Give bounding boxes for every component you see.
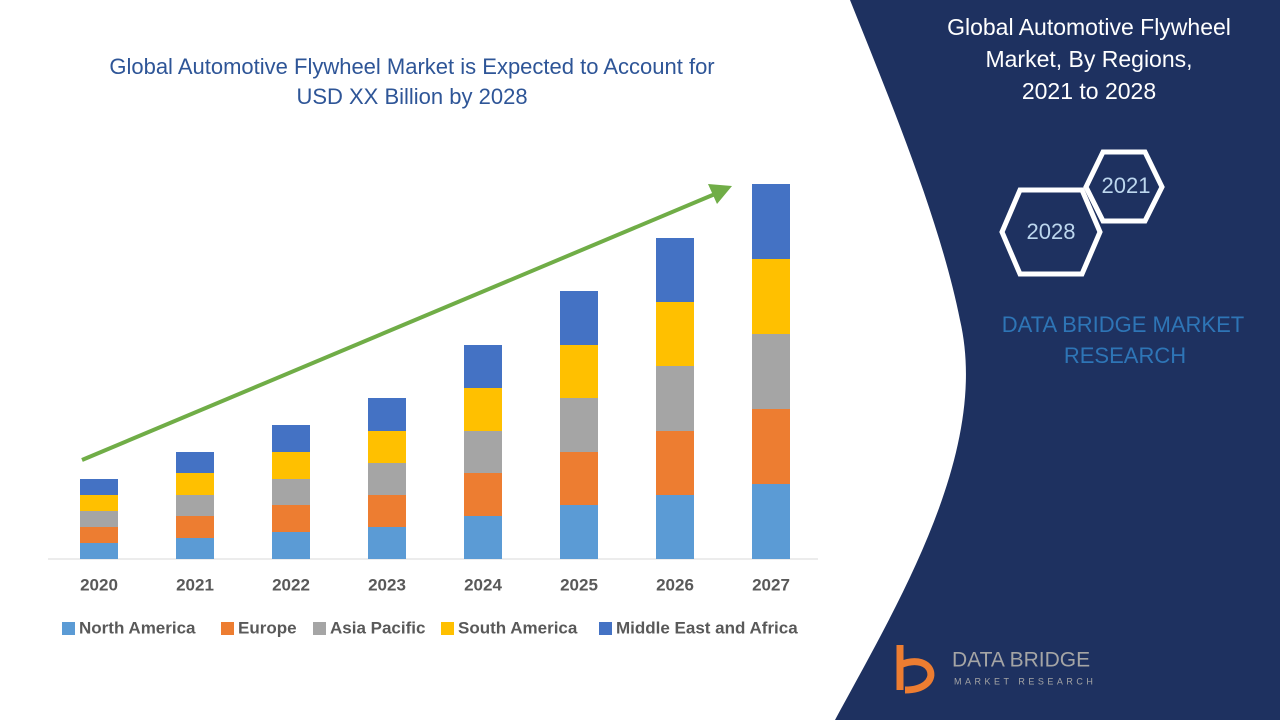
side-panel <box>835 0 1280 720</box>
bar-segment <box>272 425 310 452</box>
brand-text: DATA BRIDGE MARKET <box>1002 312 1244 337</box>
legend-label: North America <box>79 618 196 637</box>
x-tick-label: 2021 <box>176 575 214 594</box>
bar-segment <box>560 505 598 559</box>
legend-swatch <box>62 622 75 635</box>
bar-segment <box>656 431 694 495</box>
chart-title: USD XX Billion by 2028 <box>296 84 527 109</box>
panel-title: Market, By Regions, <box>985 46 1192 72</box>
bar-segment <box>752 484 790 559</box>
panel-title: 2021 to 2028 <box>1022 78 1156 104</box>
bar-segment <box>752 259 790 334</box>
bar-segment <box>368 398 406 431</box>
bar-segment <box>560 452 598 505</box>
logo-name: DATA BRIDGE <box>952 649 1090 672</box>
x-tick-label: 2025 <box>560 575 598 594</box>
bar-segment <box>272 505 310 532</box>
x-tick-label: 2024 <box>464 575 502 594</box>
x-tick-label: 2026 <box>656 575 694 594</box>
chart-title: Global Automotive Flywheel Market is Exp… <box>109 54 714 79</box>
bar-segment <box>752 334 790 409</box>
bar-segment <box>368 463 406 495</box>
logo-tagline: MARKET RESEARCH <box>954 676 1096 686</box>
bar-segment <box>176 538 214 559</box>
legend-swatch <box>599 622 612 635</box>
x-tick-label: 2027 <box>752 575 790 594</box>
bar-segment <box>464 431 502 473</box>
bar-segment <box>368 495 406 527</box>
bar-segment <box>464 388 502 431</box>
bar-segment <box>560 398 598 452</box>
trend-arrow <box>81 192 716 462</box>
brand-text: RESEARCH <box>1064 343 1186 368</box>
legend-swatch <box>441 622 454 635</box>
bar-segment <box>176 495 214 516</box>
x-tick-label: 2023 <box>368 575 406 594</box>
legend-label: Middle East and Africa <box>616 618 798 637</box>
legend-label: Europe <box>238 618 297 637</box>
arrow-head <box>708 184 732 204</box>
x-tick-label: 2022 <box>272 575 310 594</box>
hexagon <box>1083 149 1165 224</box>
bar-segment <box>656 495 694 559</box>
bar-segment <box>272 452 310 479</box>
bar-segment <box>176 516 214 538</box>
bar-segment <box>752 409 790 484</box>
legend-label: Asia Pacific <box>330 618 425 637</box>
bar-segment <box>656 302 694 366</box>
bar-segment <box>368 527 406 559</box>
bar-segment <box>176 473 214 495</box>
bar-segment <box>464 516 502 559</box>
bar-segment <box>464 473 502 516</box>
hexagon-label: 2028 <box>1027 219 1076 244</box>
bar-segment <box>560 291 598 345</box>
legend-swatch <box>221 622 234 635</box>
bar-segment <box>560 345 598 398</box>
bar-segment <box>752 184 790 259</box>
bar-segment <box>368 431 406 463</box>
bar-segment <box>272 479 310 505</box>
hexagon <box>999 187 1103 277</box>
bar-segment <box>656 366 694 431</box>
logo-mark <box>896 645 935 694</box>
bar-segment <box>80 495 118 511</box>
bar-segment <box>80 479 118 495</box>
hexagon-label: 2021 <box>1102 173 1151 198</box>
bar-segment <box>272 532 310 559</box>
bar-segment <box>80 511 118 527</box>
bar-segment <box>176 452 214 473</box>
legend-label: South America <box>458 618 578 637</box>
bar-segment <box>656 238 694 302</box>
legend-swatch <box>313 622 326 635</box>
x-tick-label: 2020 <box>80 575 118 594</box>
bar-segment <box>464 345 502 388</box>
bar-segment <box>80 527 118 543</box>
bar-segment <box>80 543 118 559</box>
panel-title: Global Automotive Flywheel <box>947 14 1231 40</box>
